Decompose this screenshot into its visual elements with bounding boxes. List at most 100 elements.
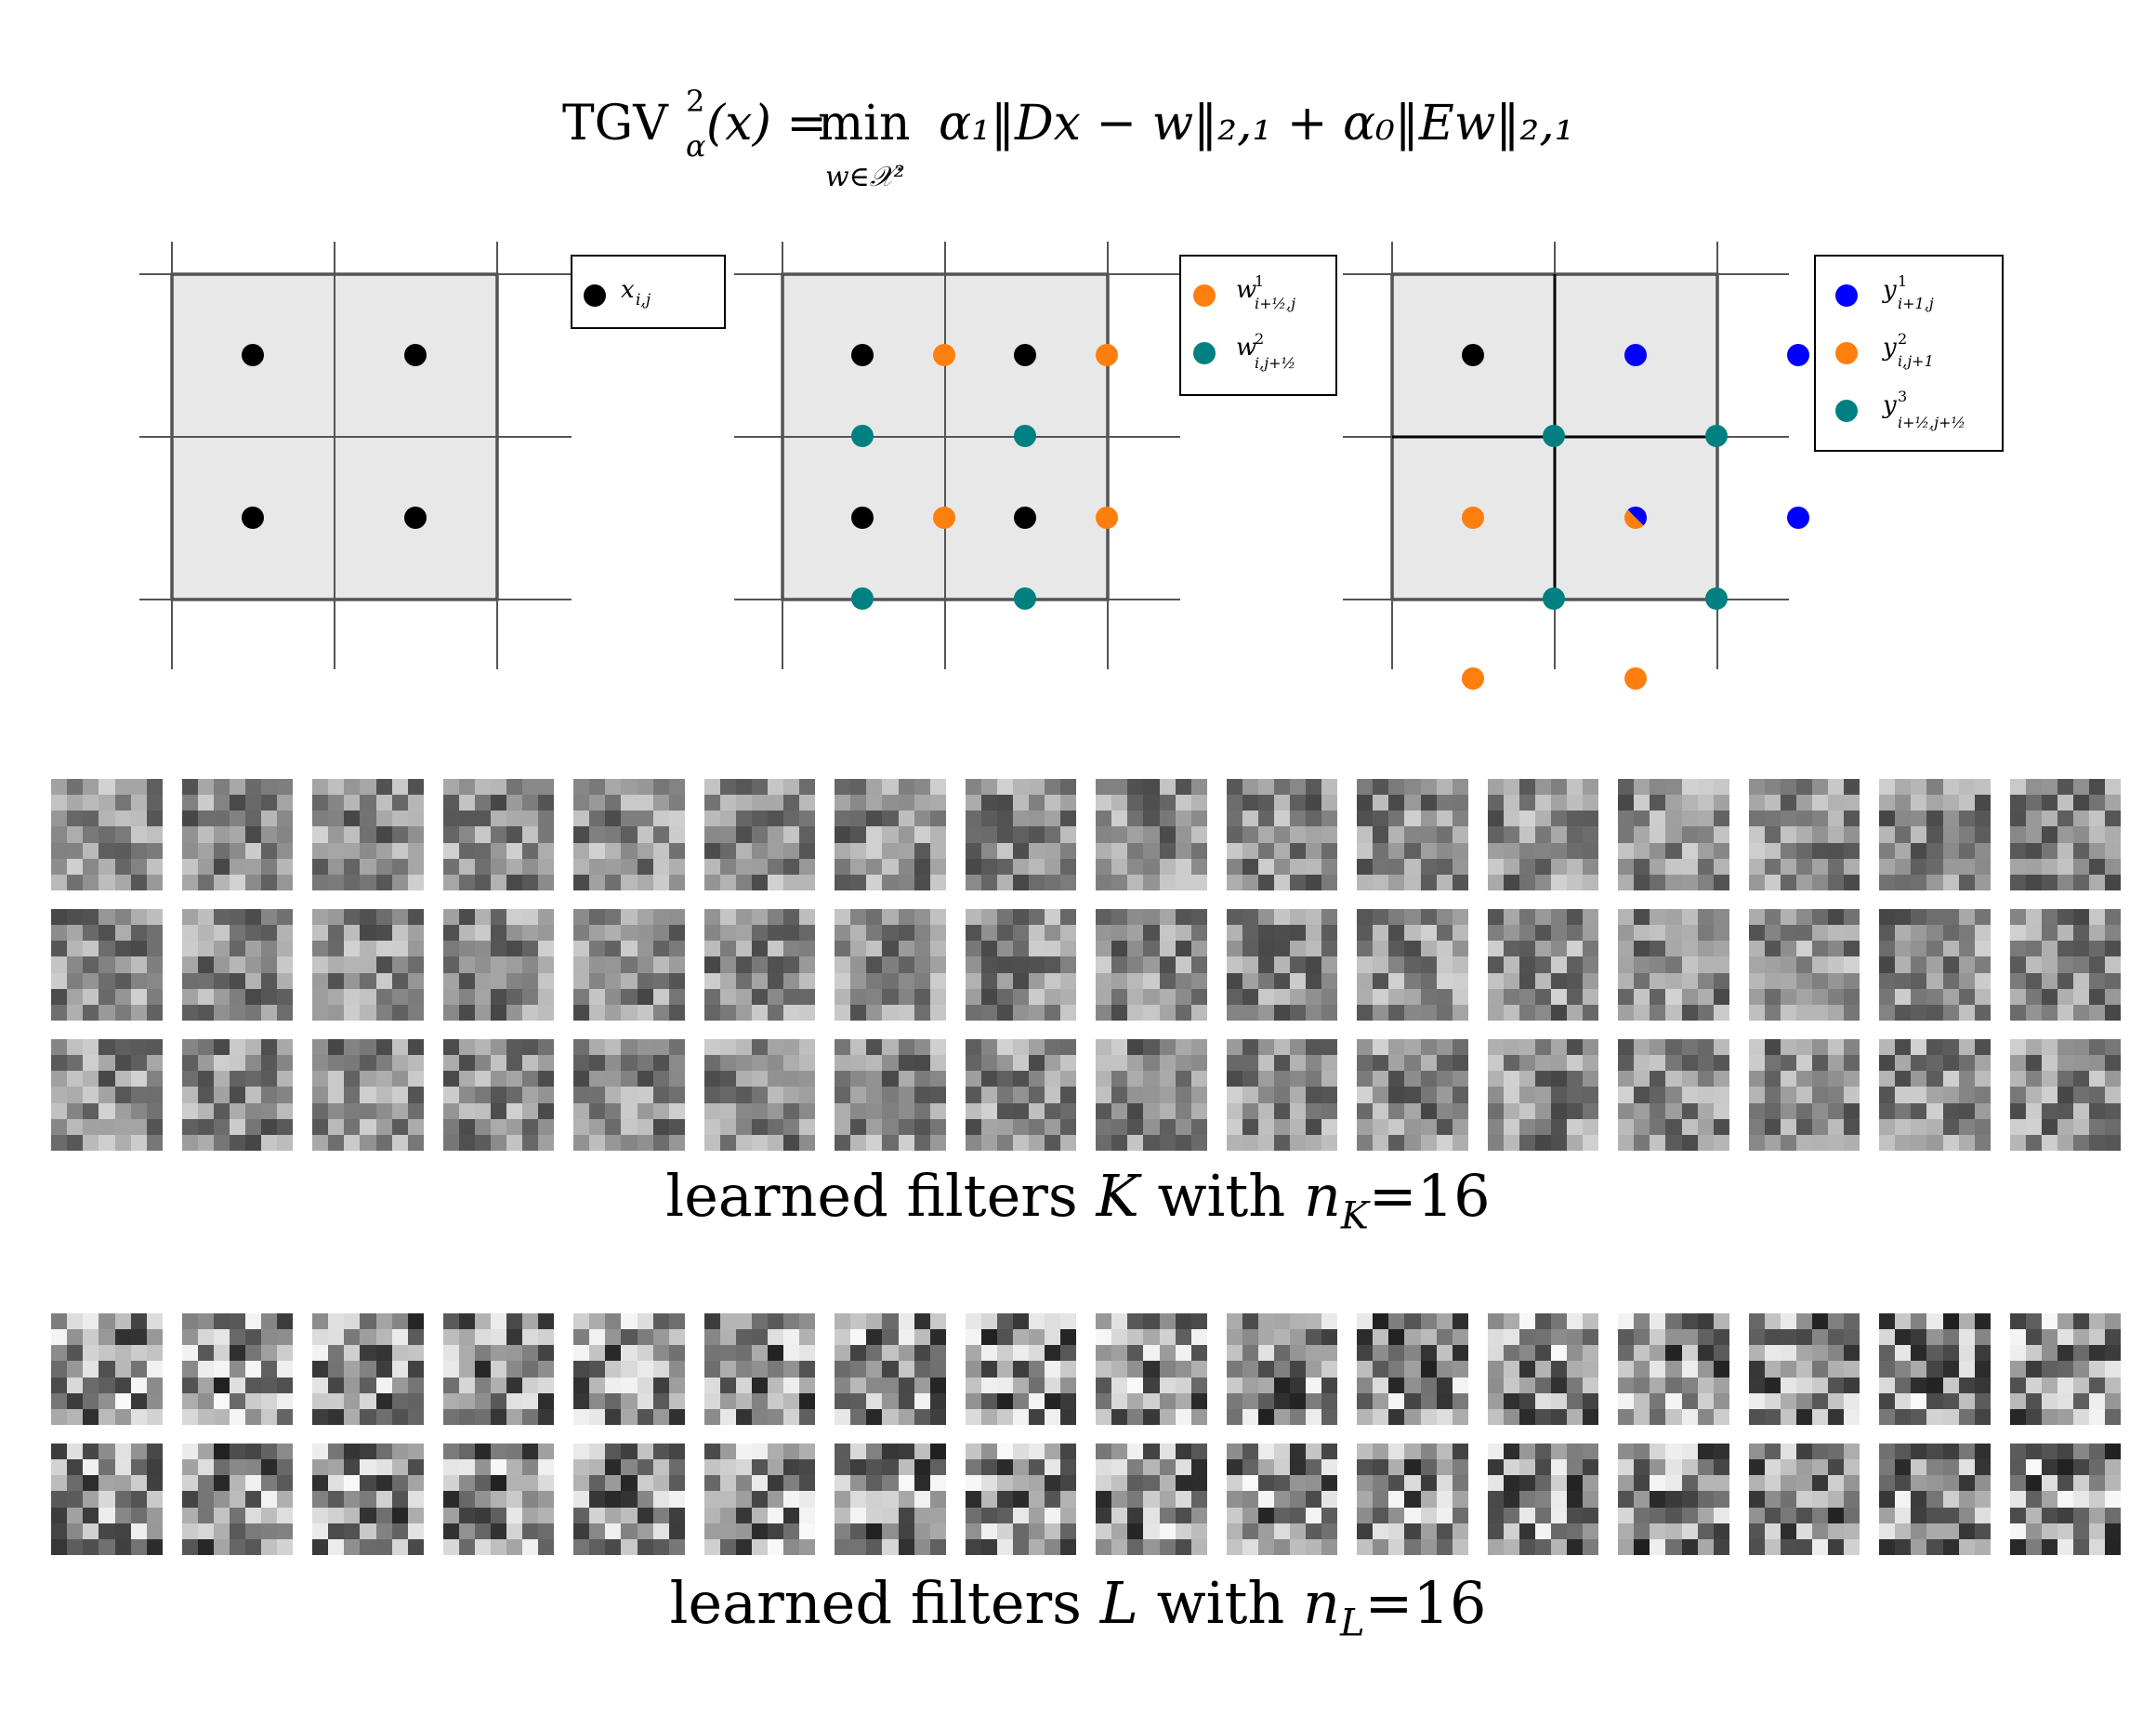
x-dot bbox=[242, 507, 264, 529]
x-dots bbox=[242, 344, 427, 529]
formula-lhs-arg: (x) = bbox=[706, 96, 827, 152]
filter-tile bbox=[442, 779, 555, 890]
caption-prefix: learned filters bbox=[669, 1569, 1100, 1637]
filter-tile bbox=[312, 1444, 424, 1555]
legend-marker bbox=[1835, 284, 1858, 307]
filter-tile bbox=[1226, 1444, 1338, 1555]
legend-sup: 2 bbox=[1898, 330, 1907, 348]
y2-half-dot bbox=[1624, 509, 1644, 529]
filter-tile bbox=[51, 1313, 163, 1425]
formula-min-under: w∈𝒳² bbox=[825, 161, 905, 193]
legend-sup: 3 bbox=[1898, 388, 1907, 405]
y3-dot bbox=[1705, 425, 1728, 447]
caption-filters-k: learned filters K with nK=16 bbox=[0, 1162, 2156, 1237]
legend-label: w bbox=[1236, 334, 1256, 362]
caption-sub: K bbox=[1340, 1194, 1369, 1238]
x-dot bbox=[851, 507, 874, 529]
panel-w-grid: w 1 i+½,j w 2 i,j+½ bbox=[734, 242, 1337, 669]
filter-tile bbox=[1618, 1313, 1729, 1425]
w2-dot bbox=[851, 587, 874, 610]
filter-tile bbox=[1357, 1444, 1468, 1555]
filter-tile bbox=[1357, 1313, 1468, 1425]
formula-lhs-sub: α bbox=[686, 128, 706, 164]
w1-dot bbox=[1096, 344, 1118, 366]
filter-tile bbox=[2009, 779, 2122, 890]
filter-tile bbox=[703, 1444, 816, 1555]
caption-symbol: L bbox=[1099, 1569, 1138, 1637]
caption-symbol: K bbox=[1096, 1162, 1139, 1230]
filter-tile bbox=[965, 779, 1077, 890]
filter-tile bbox=[181, 1039, 294, 1151]
legend-sup: 1 bbox=[1255, 272, 1264, 290]
y3-dot bbox=[1543, 425, 1565, 447]
w1-dot bbox=[933, 507, 955, 529]
filter-tile bbox=[573, 1313, 685, 1425]
legend-label: y bbox=[1882, 334, 1897, 362]
legend-sup: 1 bbox=[1898, 272, 1907, 290]
w2-dot bbox=[1014, 587, 1036, 610]
filter-tile bbox=[1618, 1444, 1729, 1555]
filter-tile bbox=[1748, 1444, 1860, 1555]
y3-dot bbox=[1705, 587, 1728, 610]
x-dot bbox=[851, 344, 874, 366]
formula-min: min bbox=[818, 96, 910, 152]
filter-tile bbox=[1748, 1313, 1860, 1425]
filter-tile bbox=[965, 1444, 1077, 1555]
filter-tile bbox=[1487, 1313, 1599, 1425]
grid-lines bbox=[139, 242, 572, 669]
caption-value: =16 bbox=[1368, 1162, 1491, 1230]
legend-marker bbox=[1193, 342, 1216, 364]
y1-dot bbox=[1787, 344, 1809, 366]
filter-tile bbox=[835, 1444, 946, 1555]
filter-tile bbox=[1748, 779, 1860, 890]
filter-tile bbox=[703, 909, 816, 1021]
legend-marker bbox=[1193, 284, 1216, 307]
panel-x-grid: x i,j bbox=[139, 242, 726, 669]
filter-tile bbox=[1226, 1313, 1338, 1425]
caption-filters-l: learned filters L with nL=16 bbox=[0, 1569, 2156, 1644]
y3-dot bbox=[1543, 587, 1565, 610]
filter-tile bbox=[51, 909, 163, 1021]
w1-dot bbox=[1096, 507, 1118, 529]
filter-tile bbox=[442, 909, 555, 1021]
filter-tile bbox=[312, 779, 424, 890]
legend-sup: 2 bbox=[1255, 330, 1264, 348]
filter-tile bbox=[181, 909, 294, 1021]
legend-panel-3: y 1 i+1,j y 2 i,j+1 y 3 i+½,j+½ bbox=[1814, 255, 2004, 452]
legend-marker bbox=[1835, 342, 1858, 364]
caption-n: n bbox=[1303, 1569, 1340, 1637]
staggered-grid-diagrams: x i,j bbox=[139, 242, 2004, 690]
legend-marker bbox=[584, 284, 606, 307]
caption-sub: L bbox=[1339, 1602, 1365, 1645]
x-dot bbox=[404, 344, 427, 366]
tgv-formula: TGV 2 α (x) = min w∈𝒳² α₁‖Dx − w‖₂,₁ + α… bbox=[562, 84, 1574, 193]
formula-lhs: TGV bbox=[562, 96, 669, 152]
legend-sub: i+½,j bbox=[1255, 295, 1295, 312]
filter-tile bbox=[965, 1313, 1077, 1425]
filter-tile bbox=[181, 779, 294, 890]
legend-label: y bbox=[1882, 276, 1897, 304]
x-dot bbox=[242, 344, 264, 366]
caption-mid: with bbox=[1138, 1162, 1304, 1230]
legend-marker bbox=[1835, 400, 1858, 422]
filter-tile bbox=[2009, 909, 2122, 1021]
legend-sub: i,j+1 bbox=[1898, 352, 1934, 370]
filter-tile bbox=[1226, 909, 1338, 1021]
filter-tile bbox=[2009, 1313, 2122, 1425]
filter-tile bbox=[181, 1444, 294, 1555]
filter-tile bbox=[51, 1039, 163, 1151]
filter-tile bbox=[1879, 1039, 1991, 1151]
y2-dot bbox=[1462, 667, 1484, 690]
filter-tile bbox=[442, 1444, 555, 1555]
filter-tile bbox=[703, 1039, 816, 1151]
filter-tile bbox=[835, 1313, 946, 1425]
filter-tile bbox=[1748, 909, 1860, 1021]
legend-panel-2: w 1 i+½,j w 2 i,j+½ bbox=[1179, 255, 1337, 396]
legend-panel-1: x i,j bbox=[571, 255, 726, 329]
w-dots bbox=[851, 344, 1118, 610]
filter-tile bbox=[1357, 779, 1468, 890]
filter-tile bbox=[965, 1039, 1077, 1151]
filter-tile bbox=[1096, 779, 1207, 890]
filter-tile bbox=[2009, 1444, 2122, 1555]
